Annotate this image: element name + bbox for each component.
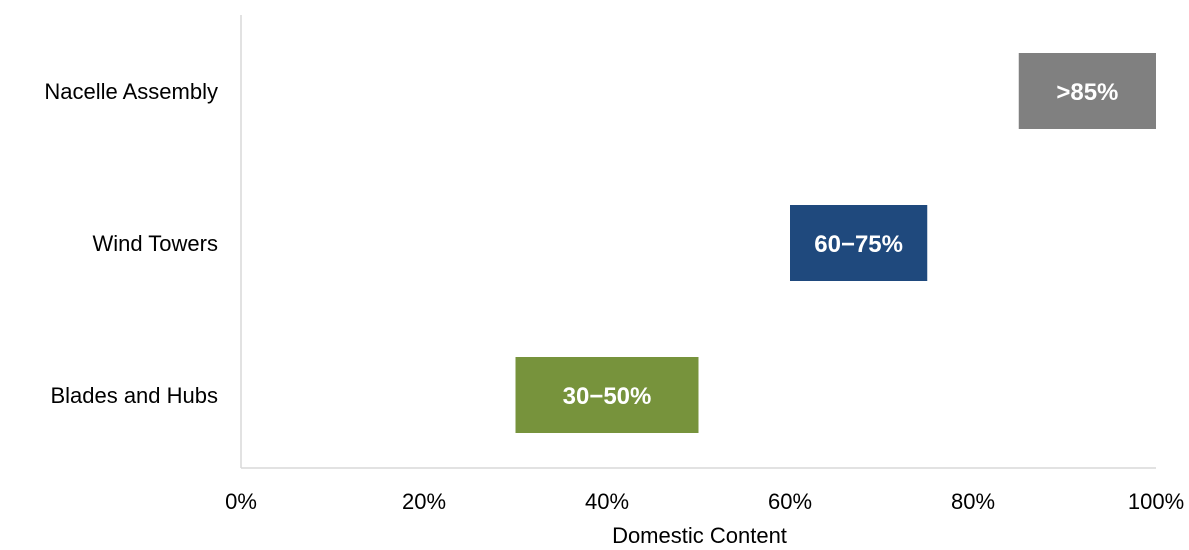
x-tick-label: 80% <box>951 489 995 514</box>
category-labels: Nacelle Assembly Wind Towers Blades and Hu… <box>44 79 218 408</box>
x-axis-title: Domestic Content <box>612 523 787 548</box>
x-tick-label: 0% <box>225 489 257 514</box>
x-tick-label: 60% <box>768 489 812 514</box>
bar-data-label: >85% <box>1056 79 1118 106</box>
x-tick-label: 40% <box>585 489 629 514</box>
bar-data-label: 60−75% <box>814 231 903 258</box>
category-label: Nacelle Assembly <box>44 79 218 104</box>
bars-group: >85% 60−75% 30−50% <box>516 53 1157 433</box>
x-tick-labels: 0% 20% 40% 60% 80% 100% <box>225 489 1184 514</box>
x-tick-label: 20% <box>402 489 446 514</box>
category-label: Blades and Hubs <box>50 383 218 408</box>
plot-area: >85% 60−75% 30−50% Nacelle Assembly Wind To… <box>44 15 1184 514</box>
x-tick-label: 100% <box>1128 489 1184 514</box>
bar-data-label: 30−50% <box>563 383 652 410</box>
category-label: Wind Towers <box>92 231 218 256</box>
